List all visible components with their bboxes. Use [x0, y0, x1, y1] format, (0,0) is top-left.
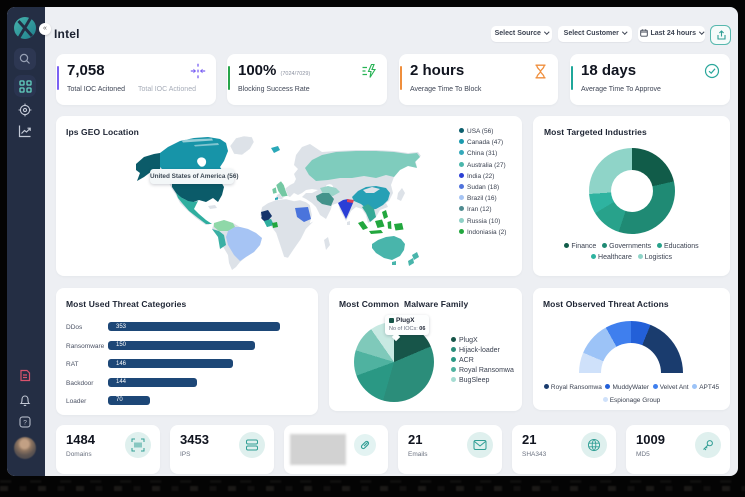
svg-text:?: ? — [23, 419, 27, 426]
